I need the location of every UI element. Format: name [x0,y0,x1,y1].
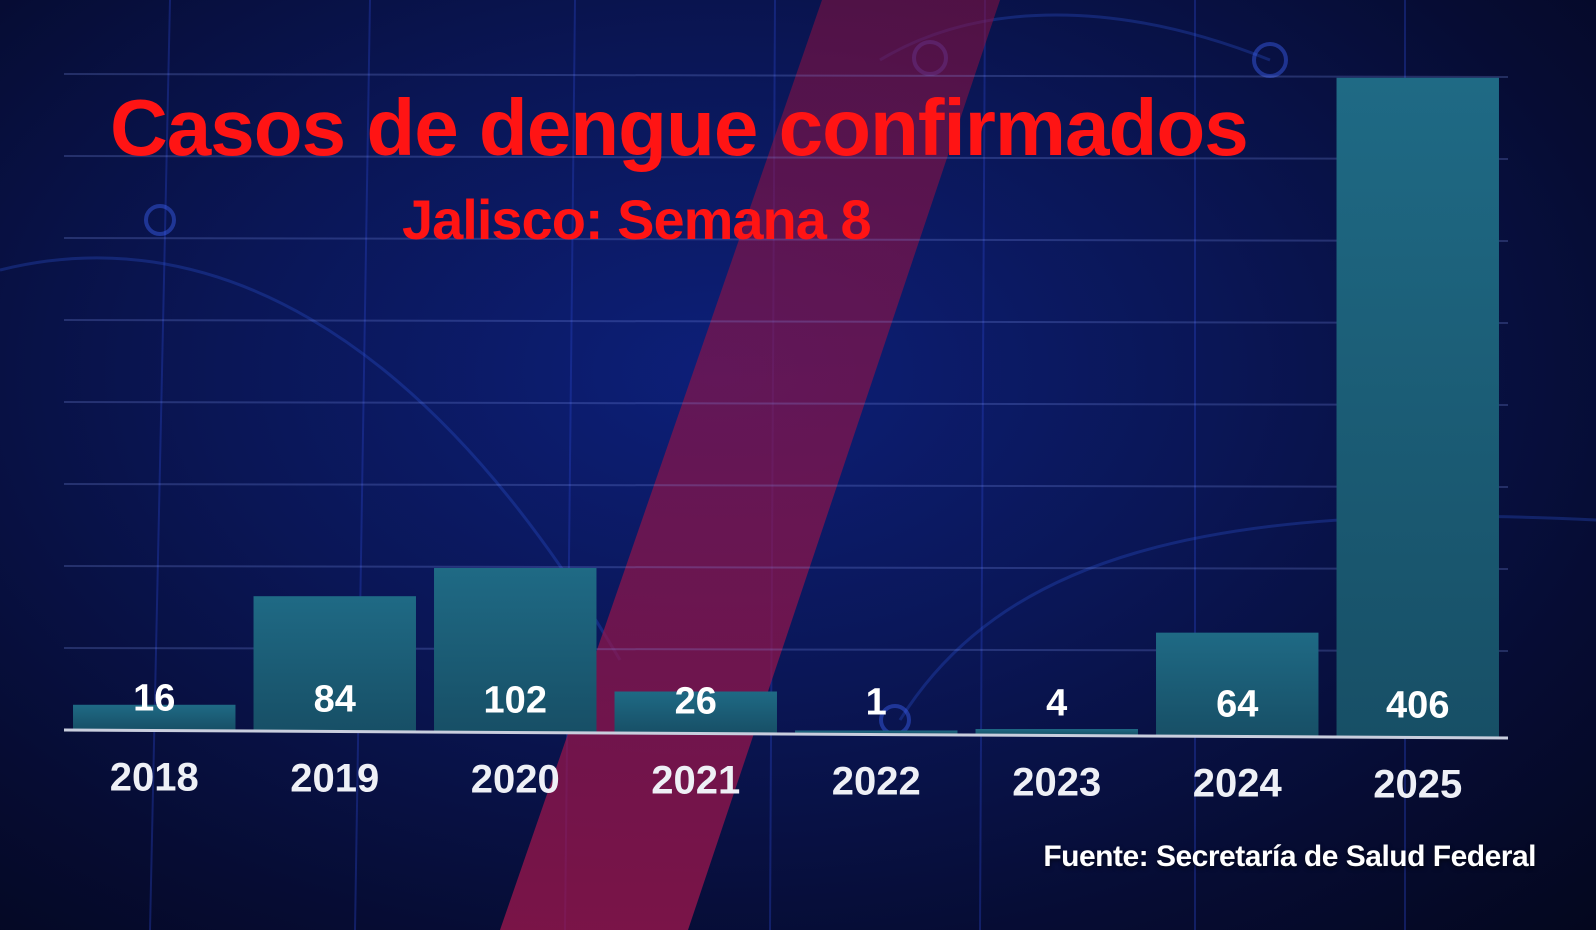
value-label-2019: 84 [314,679,356,721]
gridline [63,401,1509,406]
x-tick-2025: 2025 [1373,763,1462,807]
value-labels: 16 84 102 26 1 4 64 406 [133,678,1449,727]
bar-2023 [975,729,1138,736]
bar-2019 [253,596,416,732]
x-tick-2022: 2022 [832,760,921,804]
gridline [63,565,1509,570]
x-axis-baseline [63,728,1509,740]
value-label-2023: 4 [1046,683,1067,725]
gridline [63,483,1509,488]
bar-2022 [795,730,958,735]
gridline [63,319,1509,324]
value-label-2024: 64 [1216,684,1258,726]
bar-2020 [434,567,597,733]
value-label-2022: 1 [866,682,887,724]
chart-title: Casos de dengue confirmados [110,83,1249,172]
x-tick-2020: 2020 [471,758,560,802]
gridline [63,155,1509,160]
bar-2021 [614,691,777,734]
bar-2025 [1336,77,1499,738]
x-tick-2019: 2019 [290,757,379,801]
x-tick-2018: 2018 [110,756,199,800]
x-tick-2023: 2023 [1012,761,1101,805]
bar-2018 [73,704,236,731]
x-tick-2021: 2021 [651,759,740,803]
gridline [63,237,1509,242]
x-tick-2024: 2024 [1193,762,1283,806]
x-tick-labels: 2018 2019 2020 2021 2022 2023 2024 2025 [110,756,1462,807]
value-label-2018: 16 [133,678,175,720]
bar-2024 [1156,632,1319,737]
value-label-2021: 26 [675,681,717,723]
chart-subtitle: Jalisco: Semana 8 [402,188,872,251]
gridline [63,73,1509,78]
value-label-2020: 102 [484,680,547,722]
value-label-2025: 406 [1386,685,1449,727]
source-note: Fuente: Secretaría de Salud Federal [1043,840,1536,873]
bars [73,77,1499,738]
